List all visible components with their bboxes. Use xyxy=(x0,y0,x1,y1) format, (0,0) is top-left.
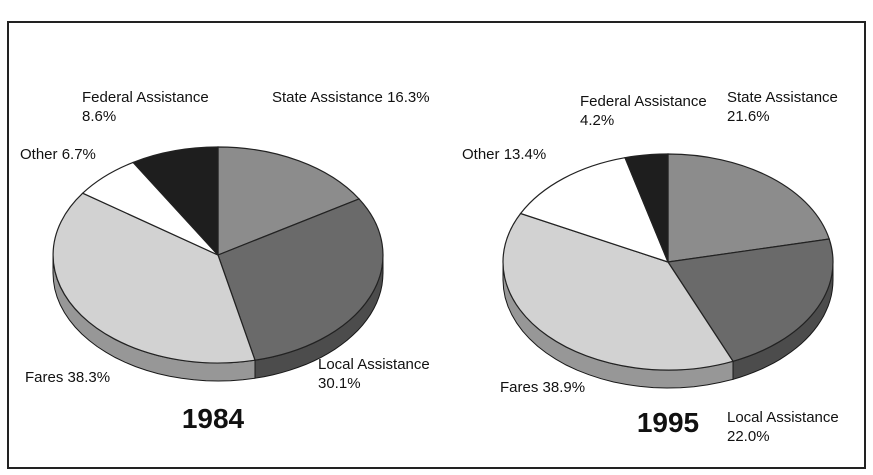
pie-slice xyxy=(52,192,256,364)
pie-slice xyxy=(132,146,219,257)
value-label: 16.3% xyxy=(387,89,430,106)
slice-label: Other 13.4% xyxy=(462,145,546,164)
slice-label: Fares 38.3% xyxy=(25,368,110,387)
value-label: 6.7% xyxy=(61,146,96,163)
frame xyxy=(7,21,866,469)
category-name: Local Assistance xyxy=(318,356,430,373)
pie-slice xyxy=(519,157,670,263)
slice-label: Federal Assistance 4.2% xyxy=(580,92,730,130)
category-name: State Assistance xyxy=(727,89,838,106)
category-name: Other xyxy=(462,146,500,163)
pie-slice xyxy=(666,238,834,362)
category-name: Federal Assistance xyxy=(580,93,707,110)
pie-slice xyxy=(624,153,669,263)
slice-label: Local Assistance 30.1% xyxy=(318,355,468,393)
pie-slice xyxy=(217,146,361,256)
pie-slice xyxy=(217,198,384,361)
value-label: 38.3% xyxy=(67,369,111,386)
category-name: Local Assistance xyxy=(727,409,839,426)
category-name: Fares xyxy=(500,379,539,396)
slice-label: Federal Assistance 8.6% xyxy=(82,88,232,126)
value-label: 8.6% xyxy=(82,108,117,125)
value-label: 21.6% xyxy=(727,108,770,125)
slice-label: Local Assistance 22.0% xyxy=(727,408,873,446)
slice-label: Other 6.7% xyxy=(20,145,96,164)
value-label: 38.9% xyxy=(542,379,586,396)
pie-title: 1995 xyxy=(637,407,699,438)
value-label: 4.2% xyxy=(580,112,615,129)
category-name: Other xyxy=(20,146,58,163)
pie-title: 1984 xyxy=(182,403,245,434)
value-label: 30.1% xyxy=(318,375,361,392)
pie-slice xyxy=(502,212,734,371)
category-name: Fares xyxy=(25,369,64,386)
value-label: 13.4% xyxy=(503,146,547,163)
category-name: State Assistance xyxy=(272,89,383,106)
value-label: 22.0% xyxy=(727,428,770,445)
slice-label: Fares 38.9% xyxy=(500,378,585,397)
category-name: Federal Assistance xyxy=(82,89,209,106)
slice-label: State Assistance 16.3% xyxy=(272,88,442,107)
slice-label: State Assistance 21.6% xyxy=(727,88,873,126)
pie-slice xyxy=(667,153,830,263)
